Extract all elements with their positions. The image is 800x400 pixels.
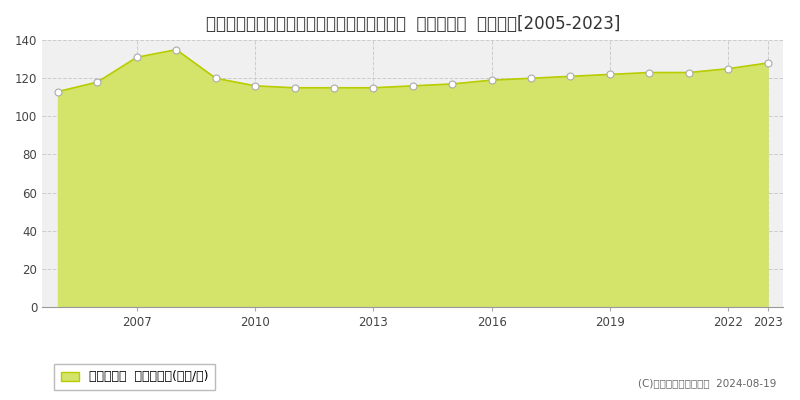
Point bbox=[761, 60, 774, 66]
Point bbox=[603, 71, 616, 78]
Point bbox=[327, 84, 340, 91]
Point bbox=[486, 77, 498, 83]
Point bbox=[643, 69, 656, 76]
Point bbox=[682, 69, 695, 76]
Point bbox=[170, 46, 182, 53]
Point bbox=[130, 54, 143, 60]
Point bbox=[288, 84, 301, 91]
Title: 東京都調布市西つつじケ丘一丁目５７番７０  基準地価格  地価推移[2005-2023]: 東京都調布市西つつじケ丘一丁目５７番７０ 基準地価格 地価推移[2005-202… bbox=[206, 15, 620, 33]
Point bbox=[446, 81, 458, 87]
Point bbox=[91, 79, 104, 85]
Point bbox=[564, 73, 577, 80]
Point bbox=[722, 66, 734, 72]
Point bbox=[52, 88, 65, 95]
Point bbox=[406, 83, 419, 89]
Text: (C)土地価格ドットコム  2024-08-19: (C)土地価格ドットコム 2024-08-19 bbox=[638, 378, 776, 388]
Point bbox=[525, 75, 538, 82]
Legend: 基準地価格  平均坪単価(万円/坪): 基準地価格 平均坪単価(万円/坪) bbox=[54, 364, 215, 390]
Point bbox=[249, 83, 262, 89]
Point bbox=[210, 75, 222, 82]
Point bbox=[367, 84, 380, 91]
